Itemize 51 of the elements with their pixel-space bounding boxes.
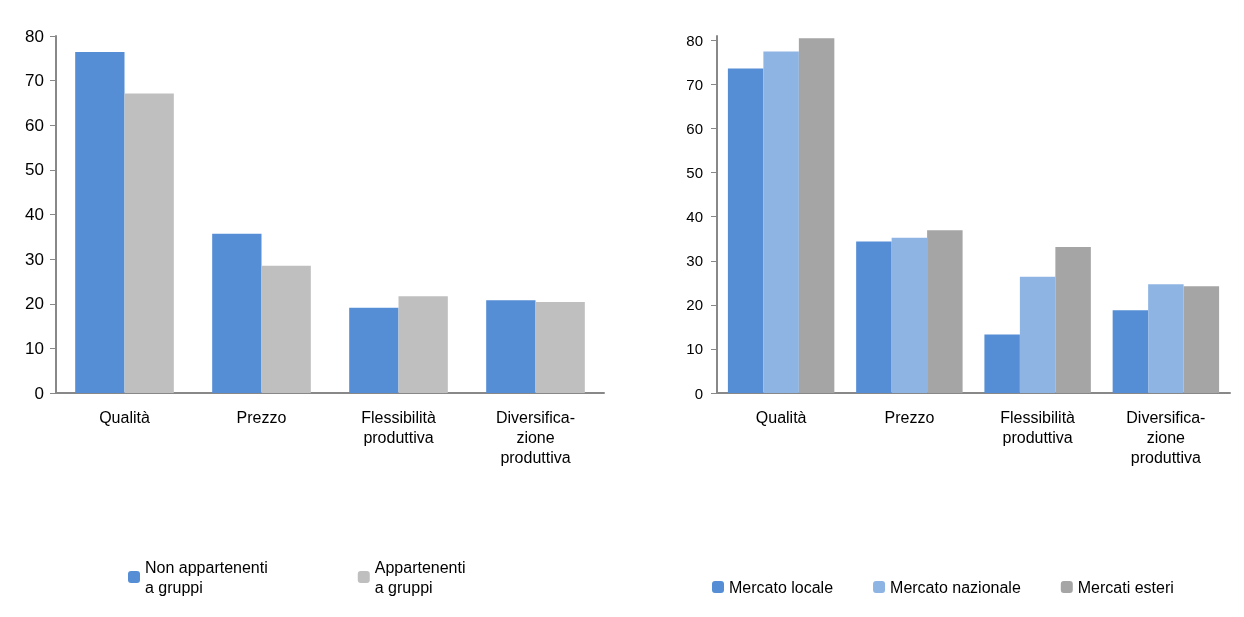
- bar: [984, 334, 1020, 393]
- y-tick-label: 0: [34, 383, 44, 403]
- y-tick-label: 10: [686, 340, 703, 358]
- x-tick-label: Qualità: [755, 408, 807, 426]
- bar: [856, 241, 892, 393]
- x-tick-label: Prezzo: [236, 408, 287, 426]
- legend-label: Mercati esteri: [1077, 578, 1174, 596]
- y-tick-label: 50: [25, 160, 44, 180]
- bar: [927, 230, 963, 393]
- x-tick-label: Qualità: [99, 408, 150, 426]
- bar: [398, 296, 448, 393]
- legend-label: Appartenenti a gruppi: [374, 558, 466, 596]
- y-tick-label: 70: [25, 71, 44, 91]
- x-tick-label: Diversifica- zione produttiva: [1126, 408, 1206, 466]
- x-tick-label: Flessibilità produttiva: [361, 408, 436, 446]
- bar: [535, 301, 585, 393]
- bar: [891, 237, 928, 393]
- y-tick-label: 30: [686, 252, 703, 270]
- y-tick-label: 40: [25, 205, 44, 224]
- x-tick-label: Flessibilità produttiva: [1000, 408, 1076, 446]
- bar: [486, 300, 536, 393]
- y-tick-label: 50: [686, 164, 703, 182]
- bar: [798, 38, 835, 393]
- bar: [124, 93, 174, 393]
- y-tick-label: 70: [686, 75, 703, 93]
- y-tick-label: 40: [686, 208, 703, 226]
- legend-label: Mercato locale: [729, 578, 834, 596]
- bar: [763, 51, 799, 393]
- y-tick-label: 20: [686, 296, 703, 314]
- bar: [1055, 247, 1091, 393]
- y-tick-label: 20: [25, 294, 44, 314]
- bar: [1112, 310, 1149, 393]
- y-tick-label: 30: [25, 249, 44, 269]
- x-tick-label: Prezzo: [884, 408, 935, 426]
- bar: [1019, 276, 1056, 393]
- x-tick-label: Diversifica- zione produttiva: [495, 408, 576, 466]
- y-tick-label: 60: [25, 115, 44, 135]
- y-tick-label: 60: [686, 120, 703, 138]
- bar: [261, 265, 311, 393]
- y-tick-label: 10: [25, 338, 44, 358]
- bar: [727, 68, 764, 393]
- legend-label: Mercato nazionale: [890, 578, 1021, 596]
- bar: [75, 52, 125, 393]
- bar: [349, 307, 399, 393]
- y-tick-label: 0: [694, 384, 703, 402]
- bar: [212, 233, 262, 393]
- legend-label: Non appartenenti a gruppi: [145, 558, 268, 596]
- y-tick-label: 80: [25, 26, 44, 46]
- bar: [1183, 286, 1220, 393]
- y-tick-label: 80: [686, 31, 703, 49]
- bar: [1148, 284, 1184, 393]
